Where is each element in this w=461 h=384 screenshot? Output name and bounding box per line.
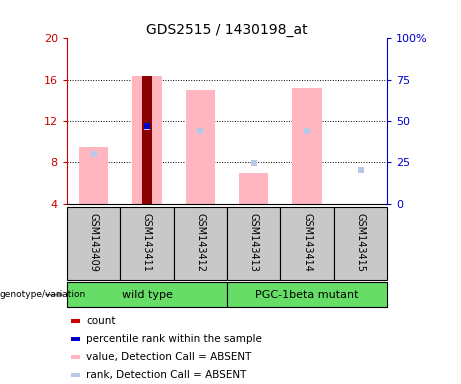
Text: wild type: wild type (122, 290, 172, 300)
Bar (120, 207, 174, 280)
Text: percentile rank within the sample: percentile rank within the sample (86, 334, 262, 344)
Bar (71, 372, 80, 377)
Bar (227, 207, 280, 280)
Bar (239, 172, 268, 204)
Text: count: count (86, 316, 116, 326)
Text: GSM143411: GSM143411 (142, 213, 152, 272)
Bar (334, 207, 387, 280)
Bar (79, 147, 108, 204)
Bar (280, 207, 334, 280)
Text: PGC-1beta mutant: PGC-1beta mutant (255, 290, 359, 300)
Bar (71, 354, 80, 359)
Title: GDS2515 / 1430198_at: GDS2515 / 1430198_at (146, 23, 308, 37)
Bar (132, 76, 162, 204)
Bar (292, 88, 322, 204)
Bar (186, 90, 215, 204)
Text: value, Detection Call = ABSENT: value, Detection Call = ABSENT (86, 352, 252, 362)
Bar (174, 207, 227, 280)
Bar (227, 282, 387, 307)
Text: genotype/variation: genotype/variation (0, 290, 86, 299)
Text: rank, Detection Call = ABSENT: rank, Detection Call = ABSENT (86, 370, 247, 380)
Text: GSM143412: GSM143412 (195, 213, 205, 272)
Text: GSM143409: GSM143409 (89, 213, 99, 272)
Bar (67, 282, 227, 307)
Bar (67, 207, 120, 280)
Text: GSM143413: GSM143413 (249, 213, 259, 272)
Text: GSM143414: GSM143414 (302, 213, 312, 272)
Bar (71, 319, 80, 323)
Text: GSM143415: GSM143415 (355, 213, 366, 272)
Bar (71, 337, 80, 341)
Bar (142, 76, 152, 204)
